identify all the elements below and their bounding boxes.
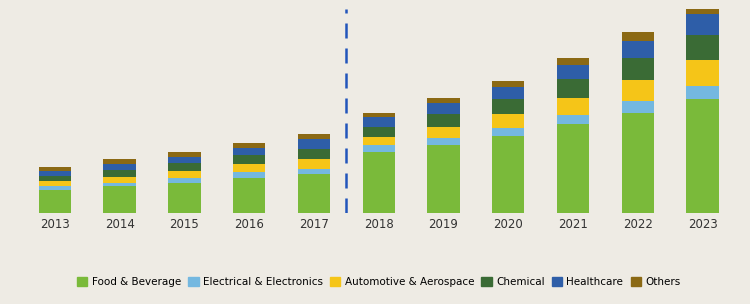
Bar <box>104 177 136 182</box>
Bar <box>622 58 654 80</box>
Bar <box>168 157 201 163</box>
Bar <box>233 148 266 155</box>
Bar <box>686 35 718 60</box>
Bar <box>622 33 654 40</box>
Bar <box>362 127 395 137</box>
Bar <box>233 155 266 164</box>
Bar <box>298 149 330 159</box>
Bar <box>39 181 71 186</box>
Bar <box>168 152 201 157</box>
Bar <box>427 127 460 138</box>
Bar <box>362 113 395 117</box>
Bar <box>104 182 136 186</box>
Bar <box>686 60 718 86</box>
Bar <box>362 117 395 127</box>
Bar <box>168 178 201 182</box>
Bar <box>686 5 718 14</box>
Bar <box>362 152 395 213</box>
Bar <box>427 98 460 103</box>
Bar <box>39 186 71 189</box>
Bar <box>622 113 654 213</box>
Bar <box>557 58 590 65</box>
Bar <box>557 124 590 213</box>
Bar <box>427 103 460 114</box>
Bar <box>233 172 266 178</box>
Bar <box>298 134 330 140</box>
Bar <box>104 164 136 170</box>
Bar <box>298 174 330 213</box>
Bar <box>557 79 590 98</box>
Legend: Food & Beverage, Electrical & Electronics, Automotive & Aerospace, Chemical, Hea: Food & Beverage, Electrical & Electronic… <box>75 275 682 289</box>
Bar <box>39 168 71 171</box>
Bar <box>427 114 460 127</box>
Bar <box>492 114 524 128</box>
Bar <box>233 143 266 148</box>
Bar <box>492 81 524 87</box>
Bar <box>686 99 718 213</box>
Bar <box>622 40 654 58</box>
Bar <box>557 65 590 79</box>
Bar <box>492 128 524 136</box>
Bar <box>686 86 718 99</box>
Bar <box>168 182 201 213</box>
Bar <box>298 140 330 149</box>
Bar <box>233 178 266 213</box>
Bar <box>557 98 590 115</box>
Bar <box>39 175 71 181</box>
Bar <box>492 136 524 213</box>
Bar <box>39 189 71 213</box>
Bar <box>168 163 201 171</box>
Bar <box>298 159 330 169</box>
Bar <box>427 138 460 145</box>
Bar <box>492 87 524 99</box>
Bar <box>104 159 136 164</box>
Bar <box>557 115 590 124</box>
Bar <box>622 101 654 113</box>
Bar <box>298 169 330 174</box>
Bar <box>362 145 395 152</box>
Bar <box>104 170 136 177</box>
Bar <box>168 171 201 178</box>
Bar <box>39 171 71 175</box>
Bar <box>104 186 136 213</box>
Bar <box>492 99 524 114</box>
Bar <box>233 164 266 172</box>
Bar <box>362 137 395 145</box>
Bar <box>686 14 718 35</box>
Bar <box>427 145 460 213</box>
Bar <box>622 80 654 101</box>
